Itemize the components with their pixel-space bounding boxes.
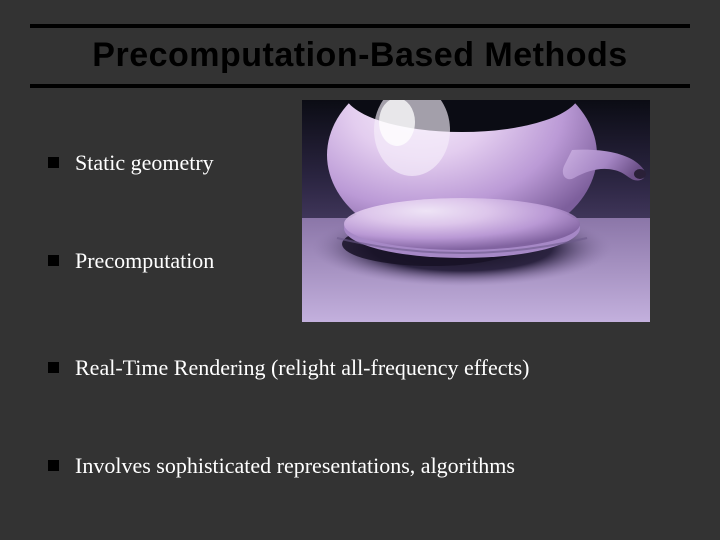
bullet-text: Static geometry xyxy=(75,150,214,176)
title-rule-top xyxy=(30,24,690,28)
bullet-item: Real-Time Rendering (relight all-frequen… xyxy=(48,355,680,381)
bullet-item: Involves sophisticated representations, … xyxy=(48,453,680,479)
bullet-list: Static geometry Precomputation Real-Time… xyxy=(48,150,680,480)
bullet-square-icon xyxy=(48,460,59,471)
bullet-text: Precomputation xyxy=(75,248,214,274)
bullet-text: Involves sophisticated representations, … xyxy=(75,453,515,479)
bullet-square-icon xyxy=(48,362,59,373)
bullet-item: Static geometry xyxy=(48,150,680,176)
bullet-text: Real-Time Rendering (relight all-frequen… xyxy=(75,355,530,381)
bullet-square-icon xyxy=(48,255,59,266)
title-rule-bottom xyxy=(30,84,690,88)
slide: { "title": "Precomputation-Based Methods… xyxy=(0,0,720,540)
bullet-square-icon xyxy=(48,157,59,168)
slide-title: Precomputation-Based Methods xyxy=(0,36,720,75)
bullet-item: Precomputation xyxy=(48,248,680,274)
